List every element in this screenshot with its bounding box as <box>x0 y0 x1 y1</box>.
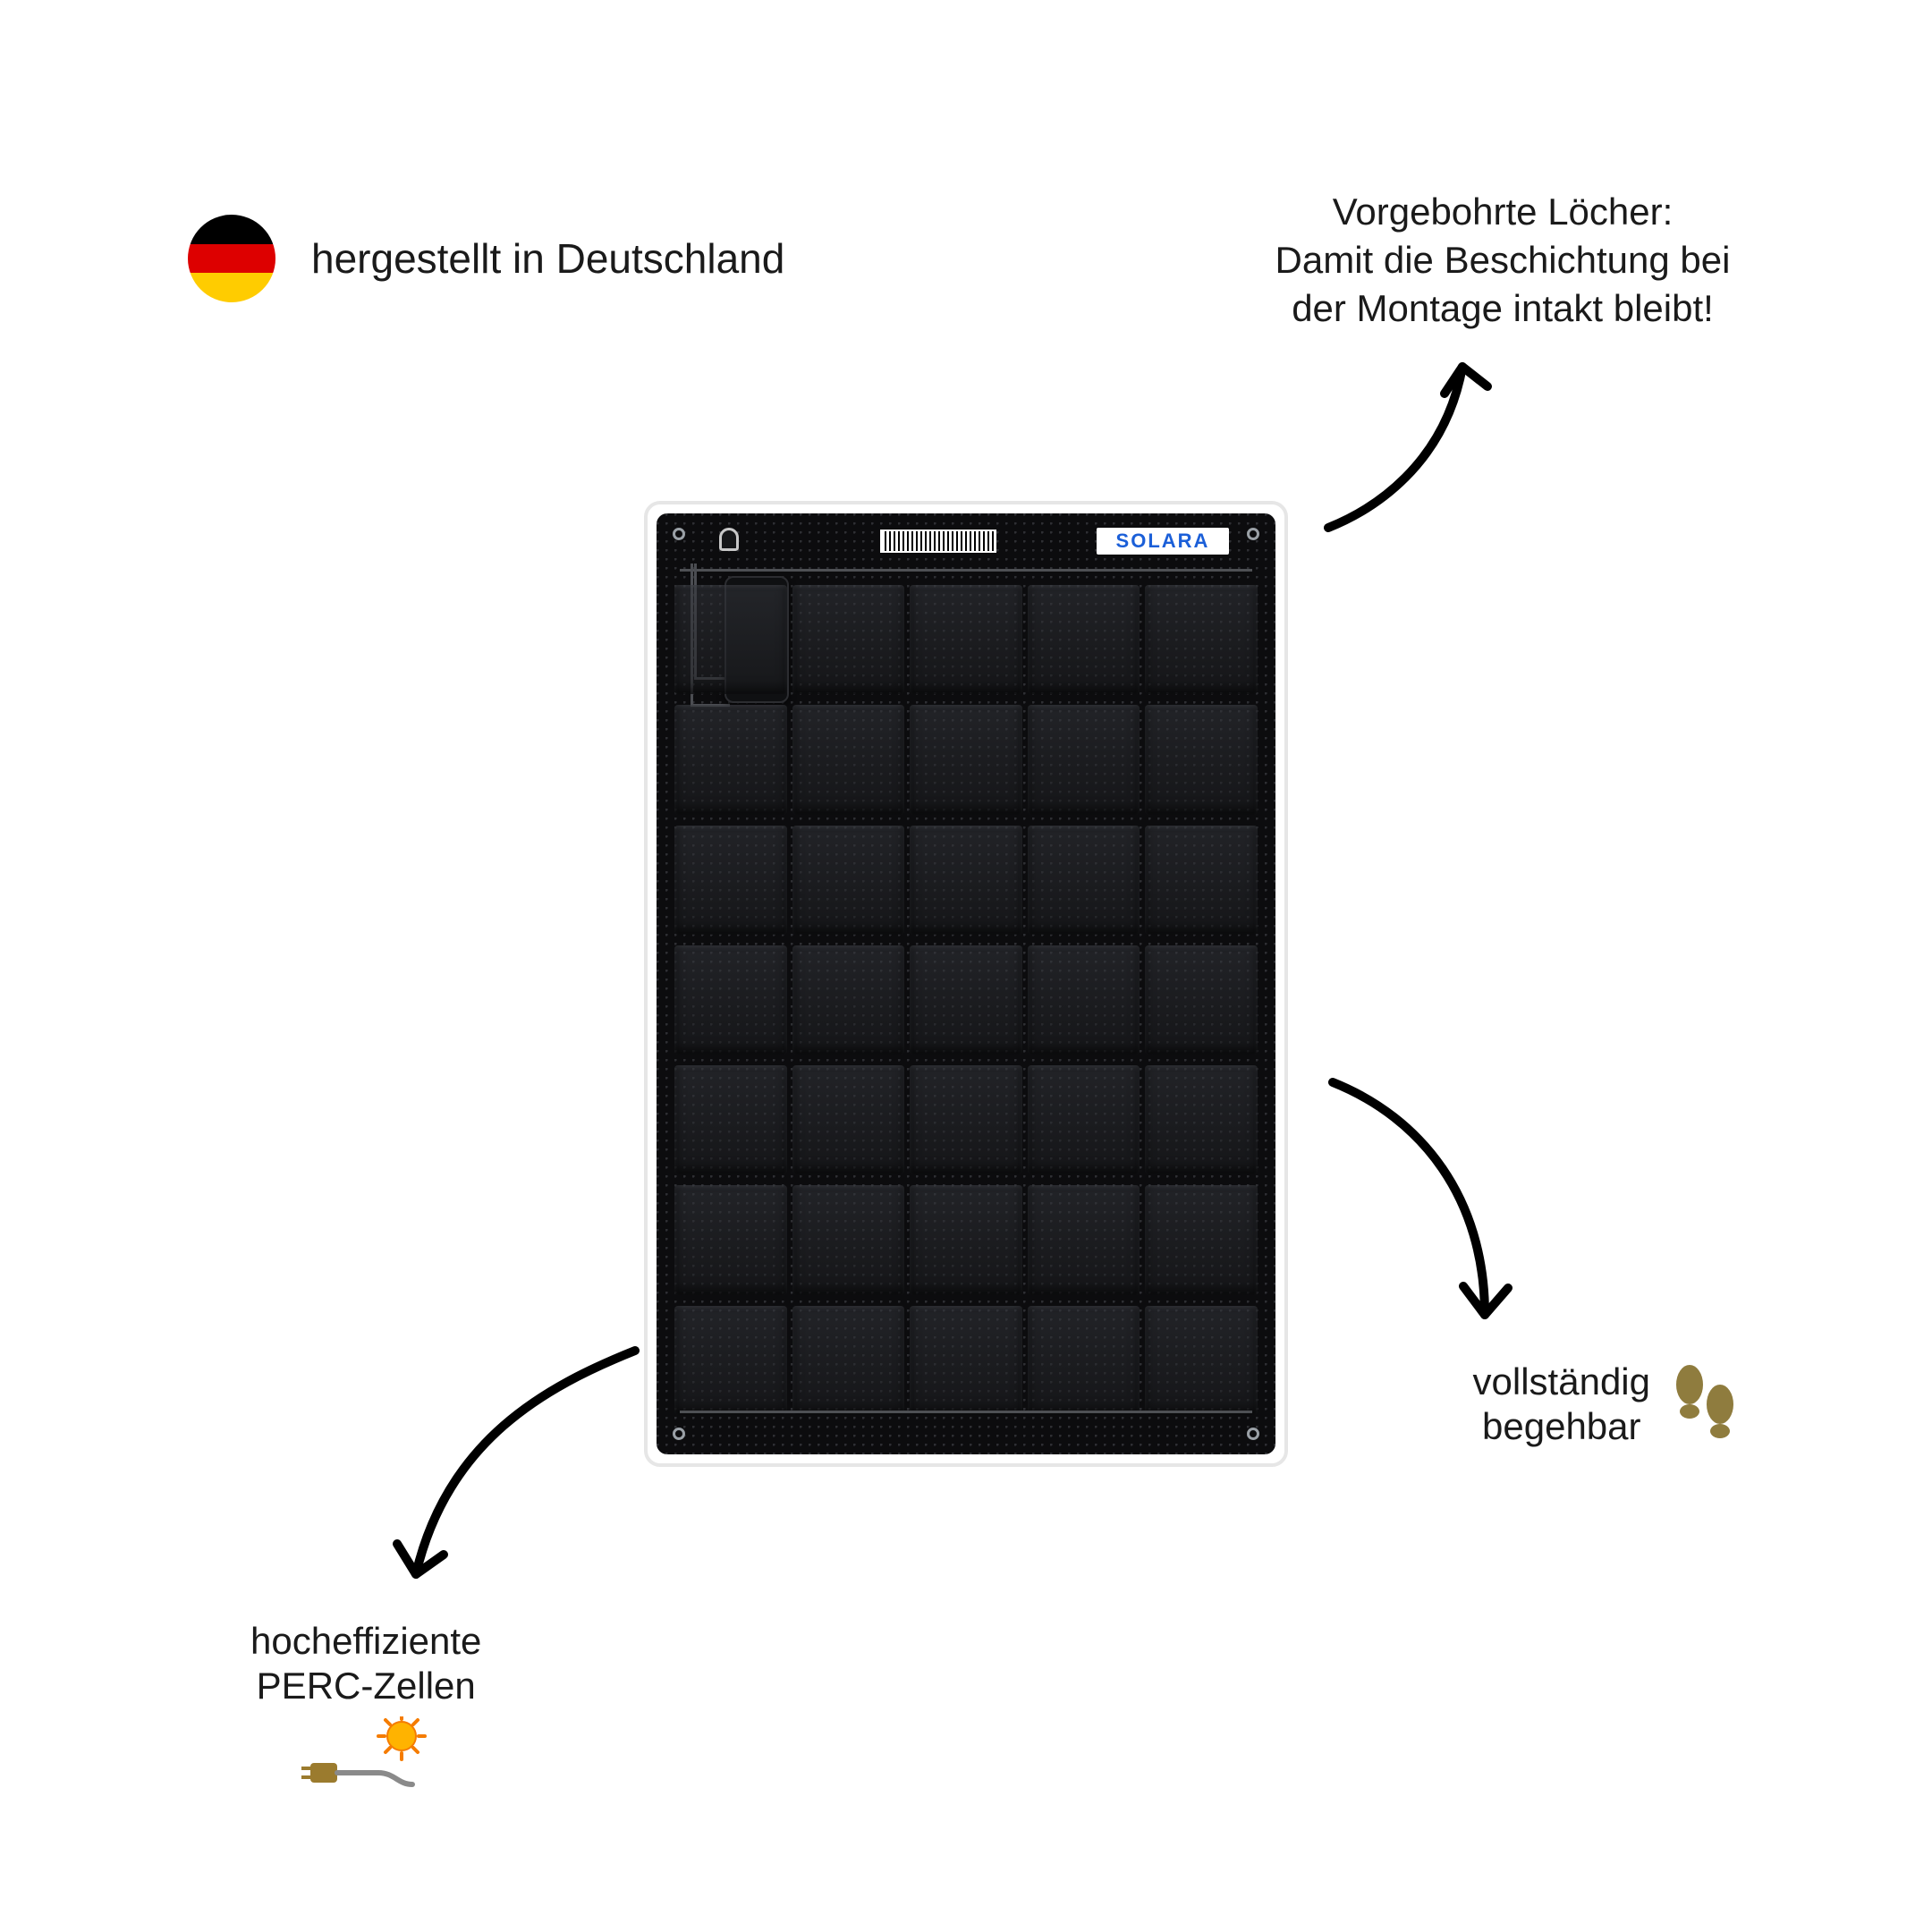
cable-eyelet-icon <box>719 528 739 551</box>
brand-label: SOLARA <box>1116 530 1210 553</box>
arrow-to-perc <box>367 1333 644 1610</box>
mount-hole-icon <box>673 528 685 540</box>
solar-cell <box>1145 826 1258 935</box>
solar-cell <box>792 945 905 1055</box>
solar-cell <box>910 1065 1022 1174</box>
solar-cell <box>910 826 1022 935</box>
solar-cell <box>792 585 905 694</box>
solar-cell <box>1028 945 1140 1055</box>
solar-cell <box>674 705 787 814</box>
solar-panel: SOLARA <box>644 501 1288 1467</box>
brand-plate: SOLARA <box>1097 528 1229 555</box>
solar-cell <box>792 1065 905 1174</box>
solar-cell <box>674 826 787 935</box>
solar-cell <box>674 1065 787 1174</box>
solar-cell <box>674 1306 787 1415</box>
callout-perc-cells: hocheffizientePERC-Zellen <box>250 1619 481 1797</box>
mount-hole-icon <box>1247 528 1259 540</box>
solar-cell <box>1145 705 1258 814</box>
callout-perc-text: hocheffizientePERC-Zellen <box>250 1619 481 1709</box>
solar-cell <box>1145 945 1258 1055</box>
perc-sun-plug-icon <box>294 1716 437 1797</box>
solar-cell <box>1028 1306 1140 1415</box>
mount-hole-icon <box>1247 1428 1259 1440</box>
solar-cell <box>1028 1065 1140 1174</box>
solar-cells-grid <box>674 585 1258 1415</box>
made-in-label: hergestellt in Deutschland <box>311 234 784 283</box>
solar-cell <box>1028 1185 1140 1294</box>
solar-cell <box>674 585 787 694</box>
solar-cell <box>910 1306 1022 1415</box>
solar-cell <box>792 705 905 814</box>
callout-walkable-text: vollständigbegehbar <box>1473 1360 1650 1450</box>
solar-cell <box>910 585 1022 694</box>
solar-cell <box>910 705 1022 814</box>
solar-cell <box>1028 826 1140 935</box>
solar-cell <box>910 945 1022 1055</box>
callout-walkable: vollständigbegehbar <box>1473 1360 1740 1450</box>
callout-predrilled-holes: Vorgebohrte Löcher:Damit die Beschichtun… <box>1252 188 1753 332</box>
solar-cell <box>1028 705 1140 814</box>
mount-hole-icon <box>673 1428 685 1440</box>
solar-cell <box>792 1306 905 1415</box>
solar-cell <box>674 1185 787 1294</box>
solar-cell <box>910 1185 1022 1294</box>
arrow-to-holes <box>1310 331 1534 546</box>
barcode-icon <box>880 530 996 553</box>
solar-cell <box>1145 585 1258 694</box>
solar-cell <box>1145 1306 1258 1415</box>
arrow-to-walkable <box>1315 1064 1547 1351</box>
germany-flag-icon <box>188 215 275 302</box>
footprints-icon <box>1670 1360 1740 1449</box>
solar-cell <box>1145 1065 1258 1174</box>
solar-cell <box>1028 585 1140 694</box>
solar-cell <box>674 945 787 1055</box>
solar-cell <box>792 1185 905 1294</box>
solar-cell <box>792 826 905 935</box>
made-in-germany: hergestellt in Deutschland <box>188 215 784 302</box>
solar-cell <box>1145 1185 1258 1294</box>
